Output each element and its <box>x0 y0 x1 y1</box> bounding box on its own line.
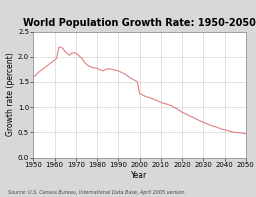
Text: Source: U.S. Census Bureau, International Data Base, April 2005 version.: Source: U.S. Census Bureau, Internationa… <box>8 190 186 195</box>
X-axis label: Year: Year <box>131 171 148 179</box>
Title: World Population Growth Rate: 1950-2050: World Population Growth Rate: 1950-2050 <box>23 18 256 28</box>
Y-axis label: Growth rate (percent): Growth rate (percent) <box>6 53 15 137</box>
